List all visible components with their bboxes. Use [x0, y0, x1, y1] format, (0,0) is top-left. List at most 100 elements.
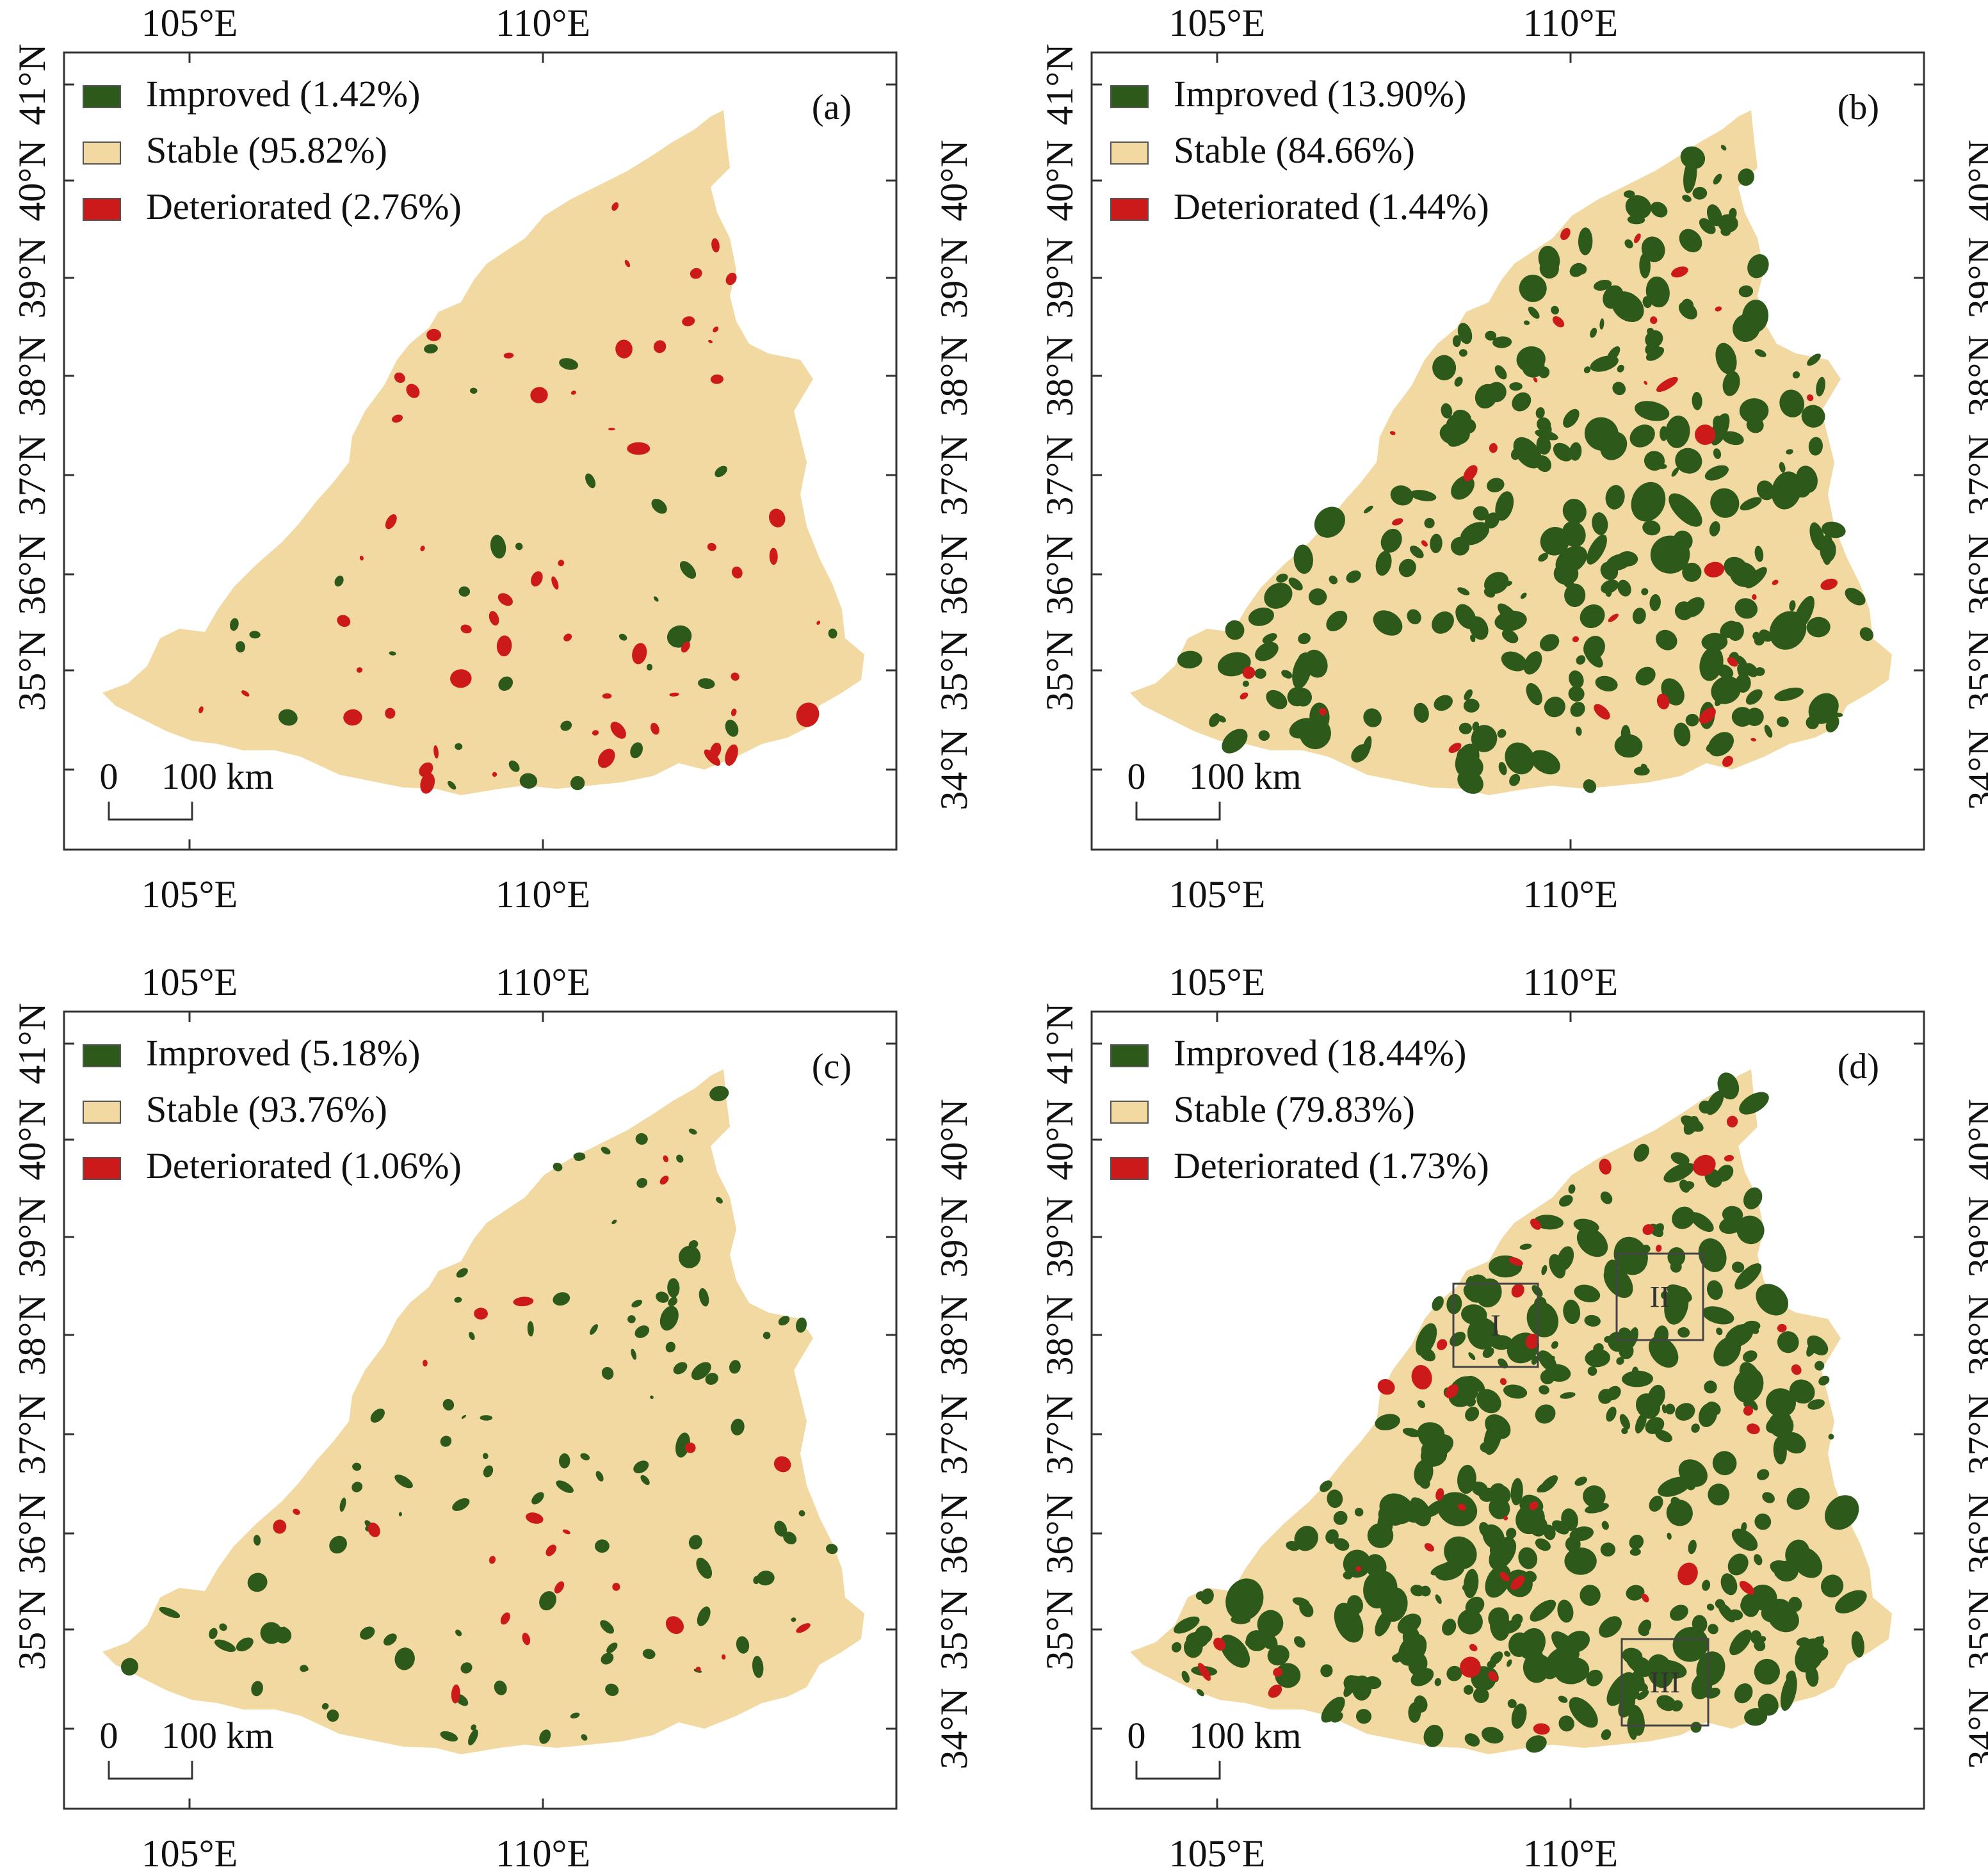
deteriorated-patch — [663, 1155, 668, 1163]
improved-patch — [454, 1297, 462, 1303]
improved-patch — [394, 1475, 413, 1489]
improved-patch — [1530, 750, 1560, 775]
deteriorated-patch — [1560, 227, 1571, 241]
improved-patch — [642, 1649, 656, 1660]
deteriorated-patch — [1704, 562, 1725, 578]
deteriorated-patch — [681, 642, 690, 653]
improved-patch — [1523, 1653, 1550, 1683]
improved-patch — [1600, 1191, 1613, 1204]
improved-patch — [1608, 1332, 1627, 1352]
deteriorated-patch — [695, 1667, 701, 1672]
improved-patch — [1511, 1703, 1527, 1729]
improved-patch — [1255, 642, 1279, 661]
deteriorated-patch — [391, 414, 403, 423]
improved-patch — [1459, 722, 1472, 734]
improved-patch — [1593, 279, 1612, 291]
deteriorated-patch — [1377, 1378, 1395, 1395]
improved-patch — [1739, 1362, 1761, 1389]
improved-patch — [1583, 366, 1591, 374]
stable-area — [1130, 110, 1892, 795]
legend-label: Deteriorated (2.76%) — [146, 186, 462, 227]
improved-patch — [1665, 1286, 1688, 1305]
deteriorated-patch — [489, 611, 499, 626]
improved-patch — [1515, 1503, 1545, 1535]
improved-patch — [480, 1415, 493, 1421]
improved-patch — [251, 1681, 263, 1697]
improved-patch — [1539, 1385, 1549, 1394]
improved-patch — [1595, 675, 1618, 691]
lat-tick-label-right: 40°N — [1960, 1099, 1988, 1180]
deteriorated-patch — [624, 259, 631, 268]
improved-patch — [1665, 1403, 1676, 1415]
improved-patch — [1526, 1302, 1559, 1338]
improved-patch — [1756, 1469, 1770, 1480]
stable-area — [102, 110, 864, 795]
improved-patch — [1333, 1510, 1348, 1525]
deteriorated-patch — [1722, 756, 1733, 767]
improved-patch — [1346, 570, 1361, 583]
improved-patch — [1777, 1331, 1799, 1354]
improved-patch — [1320, 1480, 1332, 1492]
improved-patch — [1225, 1578, 1264, 1621]
improved-patch — [1616, 1357, 1624, 1365]
improved-patch — [1424, 517, 1435, 529]
scale-bar — [108, 1761, 193, 1780]
improved-patch — [1743, 1187, 1763, 1209]
improved-patch — [1715, 343, 1737, 375]
improved-patch — [1606, 1672, 1635, 1706]
lat-tick-label-left: 38°N — [11, 1294, 53, 1375]
improved-patch — [1680, 146, 1706, 170]
improved-patch — [1808, 437, 1823, 456]
improved-patch — [1375, 1414, 1400, 1431]
improved-patch — [461, 1414, 467, 1419]
deteriorated-patch — [394, 372, 405, 384]
deteriorated-patch — [731, 672, 739, 681]
lon-tick-label-top: 110°E — [1523, 961, 1618, 1003]
deteriorated-patch — [731, 566, 743, 579]
improved-patch — [1585, 1348, 1610, 1368]
improved-patch — [1448, 1376, 1479, 1407]
legend-label: Improved (13.90%) — [1174, 73, 1466, 115]
improved-patch — [1683, 158, 1697, 193]
deteriorated-patch — [530, 387, 548, 403]
zoom-box-label: I — [1491, 1309, 1501, 1343]
deteriorated-patch — [1424, 1543, 1434, 1552]
deteriorated-patch — [1510, 1575, 1525, 1590]
deteriorated-patch — [531, 571, 543, 586]
improved-patch — [1541, 1265, 1548, 1275]
improved-patch — [1583, 635, 1605, 660]
improved-patch — [1506, 1528, 1517, 1539]
deteriorated-patch — [1747, 1423, 1760, 1435]
deteriorated-patch — [653, 340, 667, 353]
improved-patch — [1642, 296, 1652, 309]
improved-patch — [1698, 1403, 1718, 1427]
improved-patch — [1460, 756, 1483, 779]
lat-tick-label-left: 41°N — [11, 44, 53, 125]
improved-patch — [1629, 1548, 1641, 1556]
improved-patch — [653, 596, 659, 602]
lat-tick-label-left: 37°N — [11, 1393, 53, 1475]
improved-patch — [1519, 1243, 1532, 1250]
improved-patch — [1258, 730, 1270, 741]
lat-tick-label-right: 40°N — [933, 140, 975, 221]
improved-patch — [1551, 305, 1559, 315]
improved-patch — [1632, 608, 1646, 624]
improved-patch — [1430, 1563, 1451, 1576]
improved-patch — [570, 1712, 580, 1719]
deteriorated-patch — [1671, 266, 1688, 278]
improved-patch — [1523, 651, 1542, 675]
improved-patch — [1764, 725, 1773, 738]
deteriorated-patch — [551, 576, 559, 590]
improved-patch — [1592, 512, 1608, 535]
improved-patch — [1766, 1388, 1796, 1418]
improved-patch — [1294, 688, 1313, 707]
improved-patch — [482, 1453, 489, 1459]
deteriorated-patch — [1445, 1384, 1459, 1399]
improved-patch — [1590, 327, 1597, 338]
improved-patch — [527, 1321, 534, 1337]
improved-patch — [1713, 174, 1722, 185]
lat-tick-label-right: 34°N — [933, 729, 975, 810]
improved-patch — [1720, 620, 1739, 638]
lat-tick-label-left: 37°N — [11, 434, 53, 515]
